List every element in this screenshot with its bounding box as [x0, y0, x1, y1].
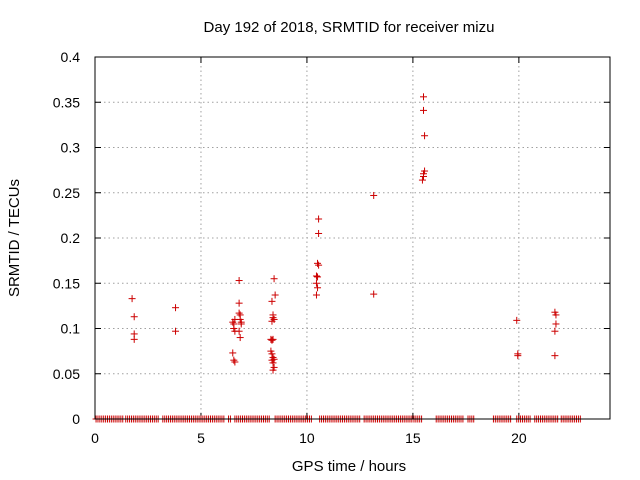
data-point: [315, 261, 323, 269]
data-point: [229, 349, 237, 357]
data-point: [513, 316, 521, 324]
data-point: [314, 259, 322, 267]
data-point: [172, 327, 180, 335]
y-tick-label: 0.2: [61, 230, 81, 246]
data-point: [419, 93, 427, 101]
data-point: [235, 277, 243, 285]
data-point: [551, 352, 559, 360]
data-point: [419, 172, 427, 180]
plot-frame: [94, 56, 611, 420]
data-point: [421, 132, 429, 140]
y-tick-label: 0.15: [53, 275, 80, 291]
data-point: [236, 334, 244, 342]
y-axis-label: SRMTID / TECUs: [6, 179, 23, 297]
x-tick-label: 15: [405, 430, 421, 446]
data-point: [268, 336, 276, 344]
data-point: [370, 290, 378, 298]
grid-lines: [95, 57, 610, 419]
data-point: [312, 279, 320, 287]
data-point: [235, 327, 243, 335]
y-tick-label: 0: [72, 411, 80, 427]
y-tick-label: 0.35: [53, 94, 80, 110]
data-point: [130, 313, 138, 321]
data-point: [312, 272, 320, 280]
data-point: [551, 327, 559, 335]
data-point: [231, 358, 239, 366]
chart-title: Day 192 of 2018, SRMTID for receiver miz…: [204, 19, 495, 36]
y-tick-label: 0.3: [61, 140, 81, 156]
x-tick-label: 20: [511, 430, 527, 446]
data-points: [92, 93, 584, 423]
data-point: [269, 359, 277, 367]
data-point: [314, 273, 322, 281]
data-point: [268, 350, 276, 358]
data-point: [268, 317, 276, 325]
data-point: [230, 356, 238, 364]
data-point: [552, 311, 560, 319]
x-tick-label: 10: [299, 430, 315, 446]
x-tick-label: 0: [91, 430, 99, 446]
x-tick-labels: 0 5 10 15 20: [91, 430, 527, 446]
data-point: [370, 191, 378, 199]
data-point: [419, 106, 427, 114]
data-point: [514, 352, 522, 360]
data-point: [312, 291, 320, 299]
data-point: [315, 229, 323, 237]
y-tick-labels: 0 0.05 0.1 0.15 0.2 0.25 0.3 0.35 0.4: [53, 49, 80, 427]
data-point: [314, 284, 322, 292]
x-tick-label: 5: [197, 430, 205, 446]
data-point: [128, 295, 136, 303]
y-tick-label: 0.1: [61, 321, 81, 337]
x-axis-label: GPS time / hours: [292, 458, 406, 475]
data-point: [271, 291, 279, 299]
data-point: [418, 176, 426, 184]
data-point: [130, 335, 138, 343]
data-point: [235, 299, 243, 307]
y-tick-label: 0.25: [53, 185, 80, 201]
data-point: [315, 215, 323, 223]
data-point: [235, 309, 243, 317]
data-point: [269, 335, 277, 343]
y-tick-label: 0.4: [61, 49, 81, 65]
data-point: [270, 275, 278, 283]
data-point: [552, 320, 560, 328]
data-point: [268, 297, 276, 305]
data-point: [237, 320, 245, 328]
data-point: [269, 314, 277, 322]
data-point: [269, 366, 277, 374]
y-tick-label: 0.05: [53, 366, 80, 382]
data-point: [172, 304, 180, 312]
